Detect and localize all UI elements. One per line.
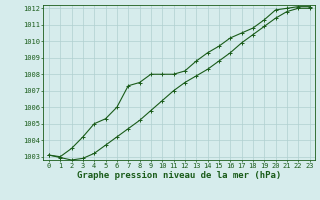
X-axis label: Graphe pression niveau de la mer (hPa): Graphe pression niveau de la mer (hPa) (77, 171, 281, 180)
